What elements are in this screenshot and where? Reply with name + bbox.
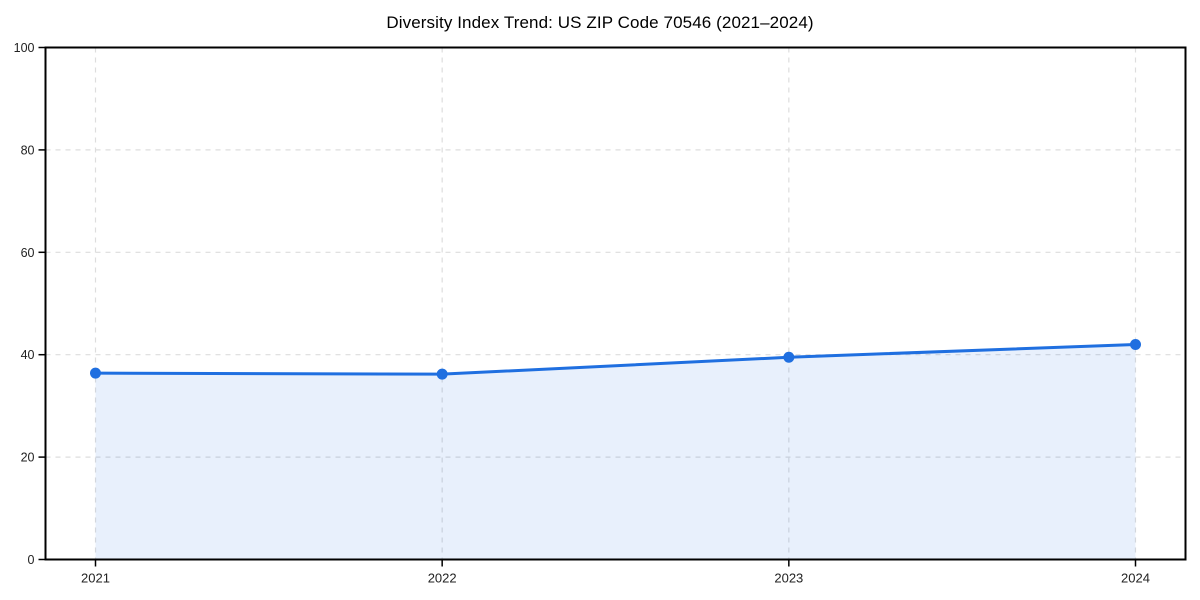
plot-border <box>44 46 1187 561</box>
area-fill <box>95 344 1136 560</box>
data-point <box>436 368 448 380</box>
y-tick-label: 20 <box>21 451 35 465</box>
x-tick-label: 2024 <box>1121 571 1150 586</box>
y-tick-label: 80 <box>21 143 35 157</box>
y-tick-label: 40 <box>21 348 35 362</box>
chart-title: Diversity Index Trend: US ZIP Code 70546… <box>386 13 814 32</box>
x-tick-label: 2022 <box>428 571 457 586</box>
trend-line <box>94 342 1137 376</box>
x-tick-label: 2023 <box>774 571 803 586</box>
data-point <box>1130 338 1141 350</box>
y-tick-label: 0 <box>28 553 35 567</box>
data-point <box>90 367 101 379</box>
y-tick-label: 60 <box>21 246 35 260</box>
data-point <box>783 351 795 363</box>
x-tick-label: 2021 <box>81 571 110 586</box>
y-tick-label: 100 <box>14 41 35 55</box>
